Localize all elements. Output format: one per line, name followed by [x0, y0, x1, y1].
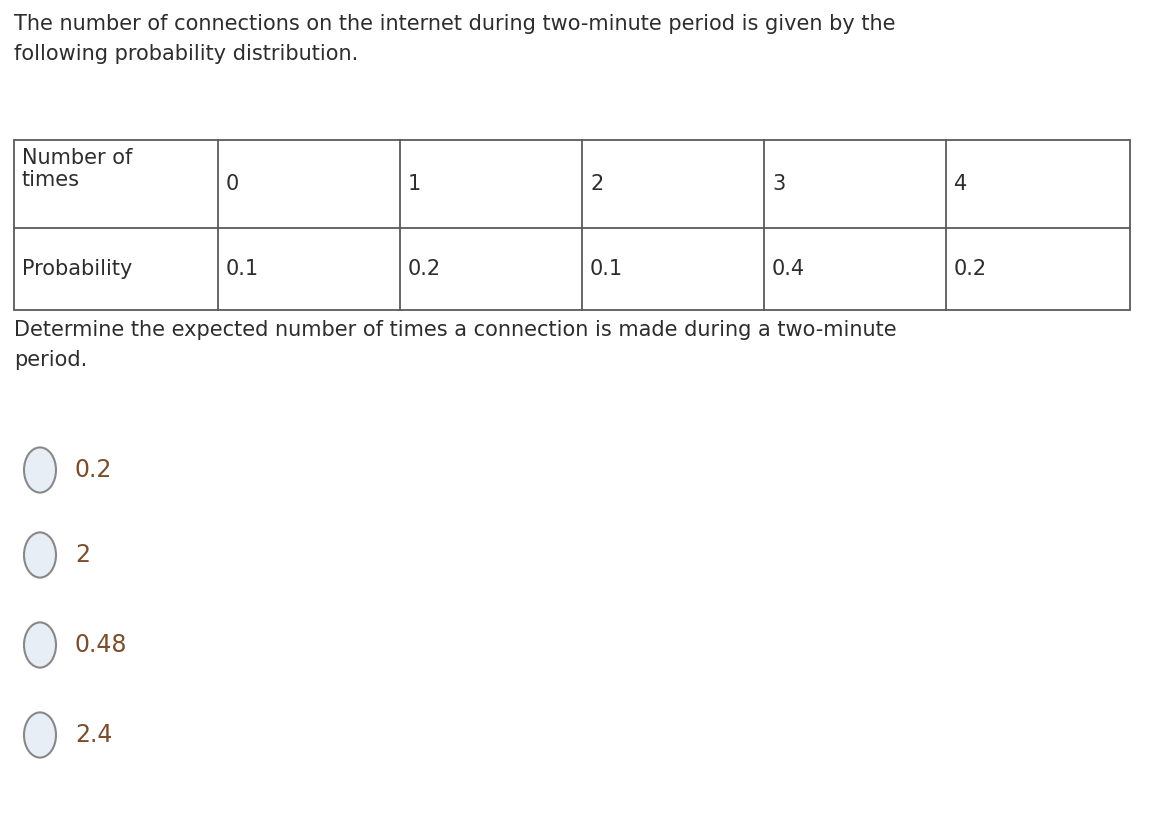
Text: 0.2: 0.2: [75, 458, 113, 482]
Text: 0: 0: [226, 174, 239, 194]
Text: 3: 3: [772, 174, 785, 194]
Text: 2: 2: [589, 174, 603, 194]
Text: Probability: Probability: [22, 259, 132, 279]
Text: 0.4: 0.4: [772, 259, 805, 279]
Text: 2.4: 2.4: [75, 723, 113, 747]
Ellipse shape: [24, 532, 56, 578]
Text: 0.2: 0.2: [408, 259, 441, 279]
Text: times: times: [22, 170, 80, 190]
Text: 0.2: 0.2: [954, 259, 987, 279]
Text: 1: 1: [408, 174, 422, 194]
Ellipse shape: [24, 712, 56, 758]
Text: period.: period.: [14, 350, 87, 370]
Bar: [14, 140, 1129, 310]
Text: 2: 2: [75, 543, 90, 567]
Text: 4: 4: [954, 174, 967, 194]
Text: 0.1: 0.1: [226, 259, 260, 279]
Text: 0.1: 0.1: [589, 259, 623, 279]
Text: Number of: Number of: [22, 148, 132, 168]
Text: following probability distribution.: following probability distribution.: [14, 44, 358, 64]
Ellipse shape: [24, 448, 56, 492]
Text: 0.48: 0.48: [75, 633, 128, 657]
Ellipse shape: [24, 623, 56, 667]
Text: The number of connections on the internet during two-minute period is given by t: The number of connections on the interne…: [14, 14, 895, 34]
Text: Determine the expected number of times a connection is made during a two-minute: Determine the expected number of times a…: [14, 320, 896, 340]
